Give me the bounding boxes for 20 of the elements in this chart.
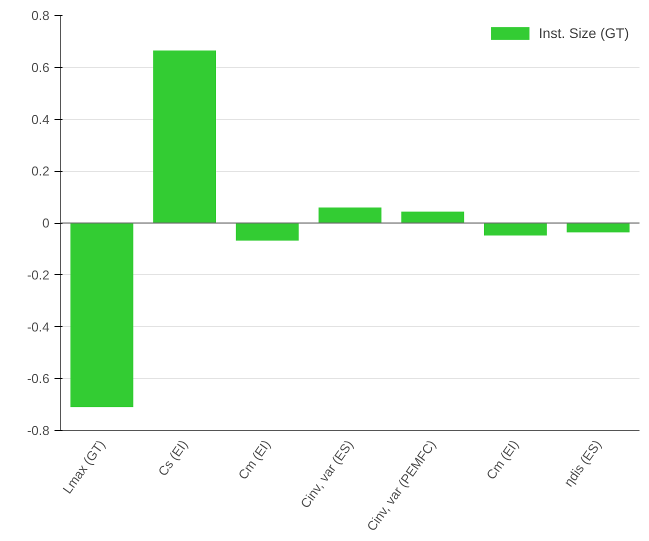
y-tick-label: 0 — [42, 216, 50, 230]
bar — [484, 223, 547, 236]
bar — [153, 50, 216, 223]
x-tick-label: Cm (EI) — [483, 437, 522, 482]
y-tick-label: -0.8 — [27, 423, 50, 438]
legend-label: Inst. Size (GT) — [538, 25, 629, 41]
bar — [236, 223, 299, 241]
y-tick-label: 0.8 — [31, 8, 50, 23]
x-tick-label: Cs (EI) — [154, 437, 191, 479]
y-tick-label: -0.2 — [27, 267, 50, 282]
bar — [401, 212, 464, 223]
y-tick-label: 0.4 — [31, 112, 50, 127]
bar — [566, 223, 630, 232]
y-tick-label: -0.6 — [27, 371, 50, 386]
y-tick-label: 0.2 — [31, 164, 50, 179]
bar — [318, 207, 382, 223]
y-tick-label: 0.6 — [31, 60, 50, 75]
y-tick-label: -0.4 — [27, 319, 50, 334]
x-tick-label: Cm (EI) — [235, 437, 274, 482]
bar — [70, 223, 134, 408]
